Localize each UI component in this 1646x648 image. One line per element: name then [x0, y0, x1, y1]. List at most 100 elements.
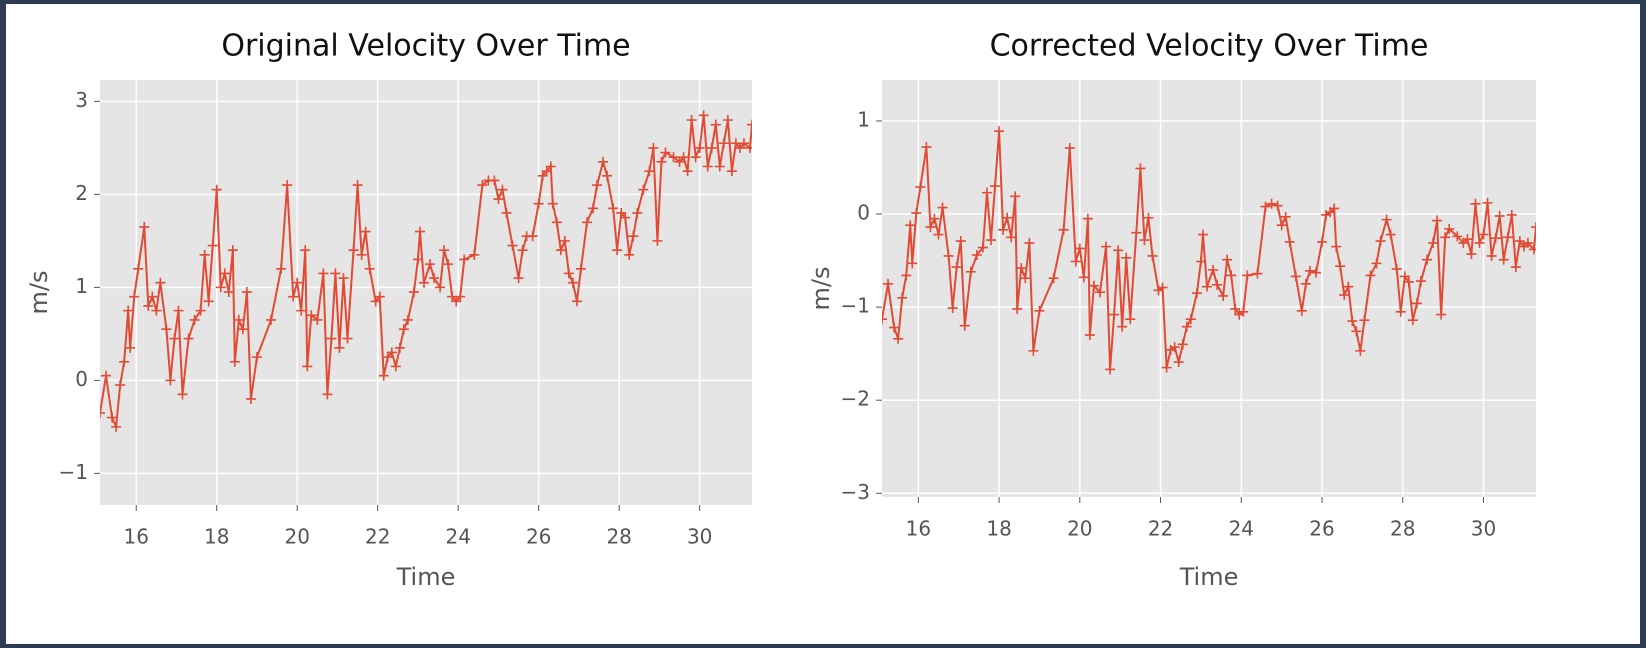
data-point	[1113, 245, 1124, 256]
data-point	[628, 231, 639, 242]
data-point	[129, 291, 140, 302]
data-point	[360, 226, 371, 237]
data-point	[951, 262, 962, 273]
data-point	[1212, 279, 1223, 290]
data-point	[1222, 254, 1233, 265]
data-point	[418, 277, 429, 288]
data-point	[292, 277, 303, 288]
data-point	[1304, 265, 1315, 276]
data-point	[1125, 314, 1136, 325]
data-point	[563, 268, 574, 279]
data-point	[986, 235, 996, 246]
data-point	[1048, 273, 1059, 284]
data-point	[883, 278, 894, 289]
data-point	[1415, 276, 1426, 287]
data-point	[151, 305, 162, 316]
y-tick-label: −1	[59, 460, 88, 484]
data-point	[608, 203, 619, 214]
data-point	[233, 314, 244, 325]
x-axis-label: Time	[1179, 563, 1239, 591]
data-point	[1494, 210, 1505, 221]
data-point	[1411, 298, 1422, 309]
y-tick-label: 0	[857, 201, 870, 225]
data-point	[1331, 241, 1342, 252]
data-point	[402, 314, 413, 325]
x-tick-label: 28	[606, 525, 631, 549]
data-point	[1016, 263, 1027, 274]
data-point	[1422, 254, 1432, 265]
data-point	[1064, 142, 1075, 153]
data-point	[1339, 290, 1350, 301]
data-point	[545, 161, 556, 172]
x-tick-label: 18	[986, 517, 1011, 541]
data-point	[412, 254, 423, 265]
y-axis-label: m/s	[25, 271, 53, 315]
data-point	[1528, 244, 1536, 255]
data-point	[1028, 345, 1039, 356]
data-point	[1290, 271, 1301, 282]
data-point	[219, 268, 230, 279]
data-point	[302, 361, 313, 372]
data-point	[726, 166, 737, 177]
data-point	[276, 263, 287, 274]
data-point	[965, 266, 976, 277]
data-point	[547, 198, 558, 209]
data-point	[1343, 281, 1354, 292]
data-point	[1391, 263, 1402, 274]
data-point	[1300, 278, 1311, 289]
data-point	[513, 273, 524, 284]
data-point	[1078, 272, 1089, 283]
data-point	[282, 180, 293, 191]
data-point	[632, 207, 643, 218]
data-point	[342, 333, 353, 344]
data-point	[107, 412, 118, 423]
data-point	[455, 291, 466, 302]
data-point	[1385, 229, 1396, 240]
data-point	[408, 287, 419, 298]
data-point	[1020, 273, 1031, 284]
data-point	[1359, 315, 1370, 326]
data-point	[981, 187, 992, 198]
data-point	[1280, 211, 1291, 222]
data-point	[602, 170, 613, 181]
data-point	[1181, 321, 1192, 332]
data-point	[1522, 237, 1533, 248]
data-point	[101, 370, 112, 381]
data-point	[169, 333, 180, 344]
x-tick-label: 20	[284, 525, 309, 549]
data-point	[155, 277, 166, 288]
data-point	[937, 202, 948, 213]
x-tick-label: 24	[1229, 517, 1254, 541]
data-point	[1161, 362, 1172, 373]
data-point	[119, 356, 130, 367]
data-point	[1466, 249, 1477, 260]
data-point	[911, 208, 922, 219]
data-point	[581, 217, 592, 228]
data-point	[1531, 222, 1536, 233]
data-point	[507, 240, 518, 251]
data-point	[747, 119, 752, 130]
data-point	[100, 407, 105, 418]
data-point	[1514, 236, 1525, 247]
data-point	[203, 296, 214, 307]
data-point	[624, 249, 635, 260]
data-point	[994, 126, 1005, 137]
x-tick-label: 30	[1471, 517, 1496, 541]
y-tick-label: 3	[75, 88, 88, 112]
y-tick-label: 1	[75, 274, 88, 298]
data-point	[533, 198, 544, 209]
data-point	[694, 142, 705, 153]
data-point	[551, 217, 562, 228]
data-point	[527, 231, 538, 242]
data-point	[326, 333, 337, 344]
data-point	[893, 333, 904, 344]
plot-content	[100, 110, 752, 432]
data-point	[245, 393, 256, 404]
data-point	[575, 263, 586, 274]
data-point	[435, 282, 446, 293]
data-point	[998, 224, 1009, 235]
data-point	[1347, 316, 1358, 327]
y-axis-label: m/s	[807, 267, 835, 311]
data-point	[207, 240, 218, 251]
data-point	[1478, 229, 1489, 240]
